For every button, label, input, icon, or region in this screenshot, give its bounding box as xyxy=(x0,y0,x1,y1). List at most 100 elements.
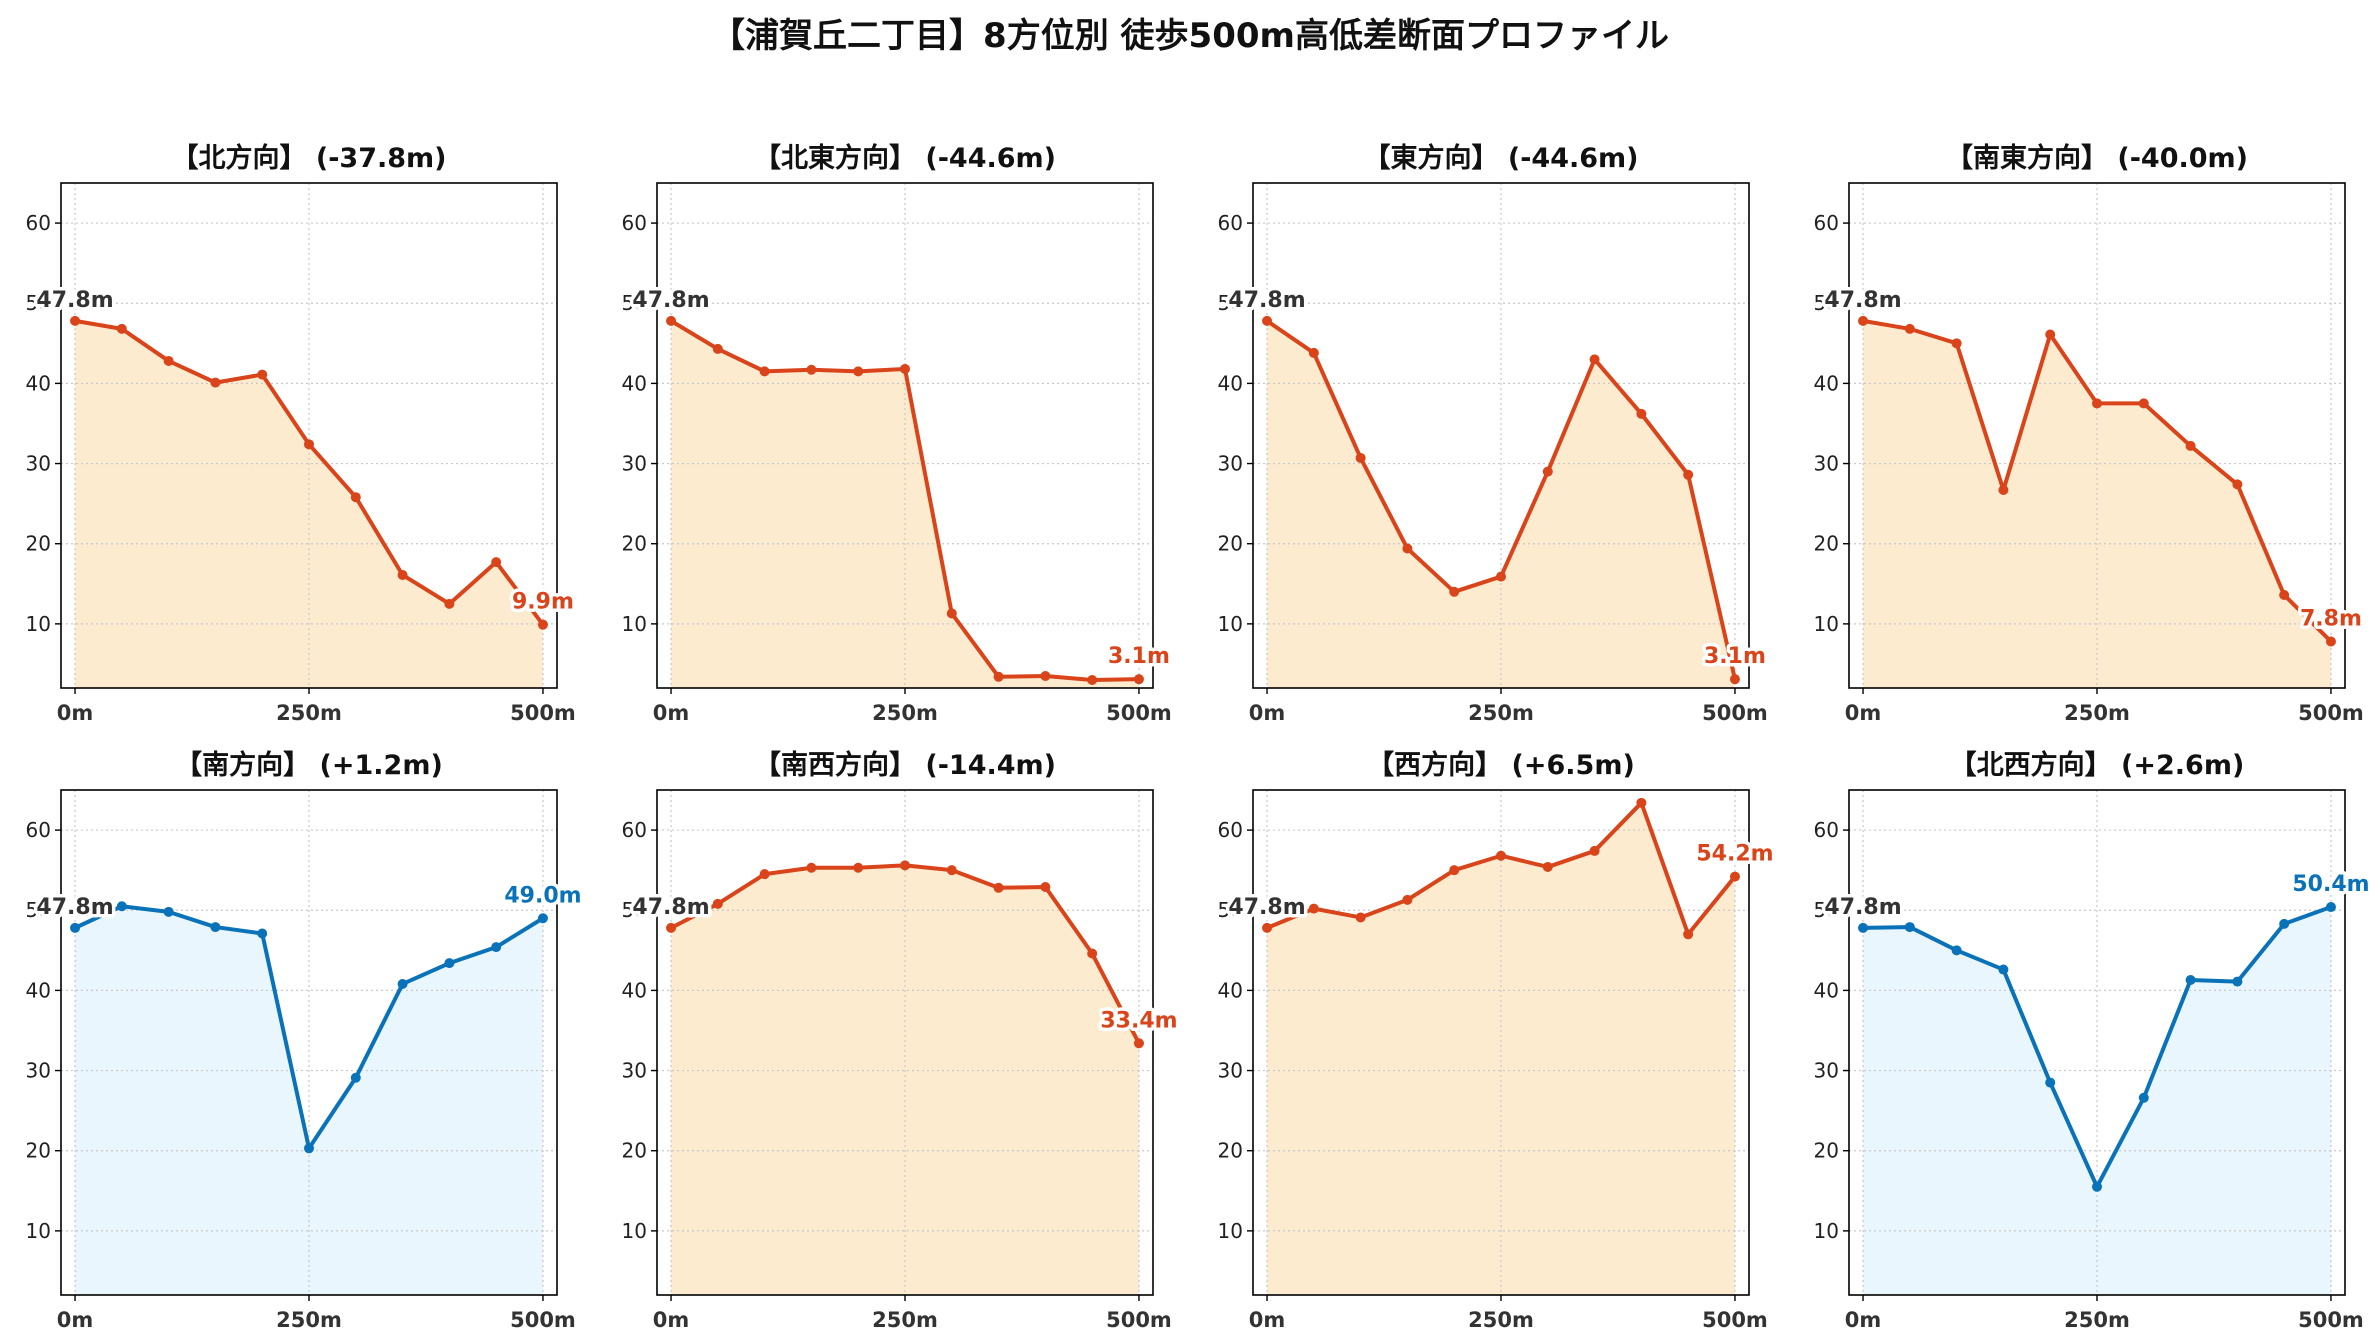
chart-title: 【北西方向】 (+2.6m) xyxy=(1950,749,2245,781)
start-value-label: 47.8m xyxy=(1824,895,1901,920)
data-point xyxy=(1636,797,1647,808)
data-point xyxy=(2138,398,2149,409)
y-tick-label: 50 xyxy=(1218,898,1243,922)
area-fill xyxy=(75,906,543,1295)
data-point xyxy=(1355,452,1366,463)
data-point xyxy=(1904,323,1915,334)
y-tick-label: 10 xyxy=(1218,612,1243,636)
end-value-label: 9.9m xyxy=(512,590,574,615)
x-tick-label: 500m xyxy=(2298,1308,2364,1332)
data-point xyxy=(350,492,361,503)
area-fill xyxy=(1267,320,1735,688)
x-tick-label: 250m xyxy=(276,701,342,725)
y-tick-label: 10 xyxy=(622,612,647,636)
chart-panel-1: 【北東方向】 (-44.6m) 10 20 30 40 50 60 0m 250m 500m 47.… xyxy=(622,142,1174,725)
data-point xyxy=(304,1143,314,1154)
data-point xyxy=(1636,408,1647,419)
start-value-label: 47.8m xyxy=(1228,895,1305,920)
data-point xyxy=(444,958,455,969)
y-tick-label: 10 xyxy=(26,612,51,636)
data-point xyxy=(2279,590,2290,601)
y-tick-label: 10 xyxy=(26,1219,51,1243)
y-tick-label: 30 xyxy=(622,452,647,476)
data-point xyxy=(2279,918,2290,929)
x-tick-label: 0m xyxy=(1249,701,1286,725)
y-tick-label: 20 xyxy=(1814,1139,1839,1163)
data-point xyxy=(759,366,770,377)
y-tick-label: 60 xyxy=(1218,818,1243,842)
data-point xyxy=(900,860,910,871)
data-point xyxy=(2232,479,2243,490)
y-tick-label: 60 xyxy=(1814,818,1839,842)
data-point xyxy=(1496,571,1506,582)
end-value-label: 3.1m xyxy=(1704,644,1766,669)
data-point xyxy=(712,898,723,909)
y-tick-label: 60 xyxy=(1814,211,1839,235)
data-point xyxy=(70,922,81,933)
x-tick-label: 0m xyxy=(1845,701,1882,725)
x-tick-label: 250m xyxy=(2064,701,2130,725)
data-point xyxy=(946,865,957,876)
y-tick-label: 30 xyxy=(26,1059,51,1083)
data-point xyxy=(1355,912,1366,923)
y-tick-label: 50 xyxy=(26,898,51,922)
area-fill xyxy=(1267,802,1735,1295)
chart-panel-4: 【南方向】 (+1.2m) 10 20 30 40 50 60 0m 250m 500m 47.8m… xyxy=(26,749,586,1332)
chart-title: 【西方向】 (+6.5m) xyxy=(1367,749,1635,781)
data-point xyxy=(712,343,723,354)
y-tick-label: 30 xyxy=(622,1059,647,1083)
y-tick-label: 40 xyxy=(26,371,51,395)
chart-title: 【東方向】 (-44.6m) xyxy=(1363,142,1638,174)
y-tick-label: 40 xyxy=(26,978,51,1002)
x-tick-label: 250m xyxy=(1468,1308,1534,1332)
data-point xyxy=(806,862,817,873)
start-value-label: 47.8m xyxy=(632,288,709,313)
y-tick-label: 20 xyxy=(1218,1139,1243,1163)
start-value-label: 47.8m xyxy=(632,895,709,920)
data-point xyxy=(666,922,677,933)
x-tick-label: 0m xyxy=(1845,1308,1882,1332)
data-point xyxy=(1998,964,2009,975)
data-point xyxy=(2045,1077,2056,1088)
data-point xyxy=(1998,485,2009,496)
data-point xyxy=(1087,948,1098,959)
data-point xyxy=(1589,845,1600,856)
data-point xyxy=(1262,315,1273,326)
chart-panel-3: 【南東方向】 (-40.0m) 10 20 30 40 50 60 0m 250m 500m 47.… xyxy=(1814,142,2366,725)
area-fill xyxy=(1863,907,2331,1295)
y-tick-label: 10 xyxy=(622,1219,647,1243)
data-point xyxy=(1449,865,1460,876)
y-tick-label: 20 xyxy=(622,532,647,556)
data-point xyxy=(257,369,268,380)
start-value-label: 47.8m xyxy=(1824,288,1901,313)
data-point xyxy=(210,922,221,933)
y-tick-label: 40 xyxy=(622,978,647,1002)
data-point xyxy=(537,913,548,924)
data-point xyxy=(116,323,127,334)
data-point xyxy=(2045,329,2056,340)
chart-panel-2: 【東方向】 (-44.6m) 10 20 30 40 50 60 0m 250m 500m 47.8… xyxy=(1218,142,1770,725)
data-point xyxy=(1262,922,1273,933)
y-tick-label: 40 xyxy=(1814,978,1839,1002)
y-tick-label: 50 xyxy=(1814,291,1839,315)
data-point xyxy=(1858,922,1869,933)
y-tick-label: 30 xyxy=(1218,452,1243,476)
end-value-label: 7.8m xyxy=(2300,607,2362,632)
x-tick-label: 0m xyxy=(1249,1308,1286,1332)
data-point xyxy=(491,942,502,953)
x-tick-label: 500m xyxy=(1106,1308,1172,1332)
chart-title: 【南西方向】 (-14.4m) xyxy=(754,749,1056,781)
data-point xyxy=(1402,543,1413,554)
data-point xyxy=(304,439,314,450)
chart-title: 【北方向】 (-37.8m) xyxy=(171,142,446,174)
data-point xyxy=(2325,902,2336,913)
end-value-label: 33.4m xyxy=(1100,1008,1177,1033)
data-point xyxy=(1308,903,1319,914)
data-point xyxy=(397,978,408,989)
y-tick-label: 20 xyxy=(1218,532,1243,556)
data-point xyxy=(1729,674,1740,685)
data-point xyxy=(993,882,1004,893)
data-point xyxy=(853,862,864,873)
chart-panel-6: 【西方向】 (+6.5m) 10 20 30 40 50 60 0m 250m 500m 47.8m… xyxy=(1218,749,1778,1332)
y-tick-label: 10 xyxy=(1814,1219,1839,1243)
